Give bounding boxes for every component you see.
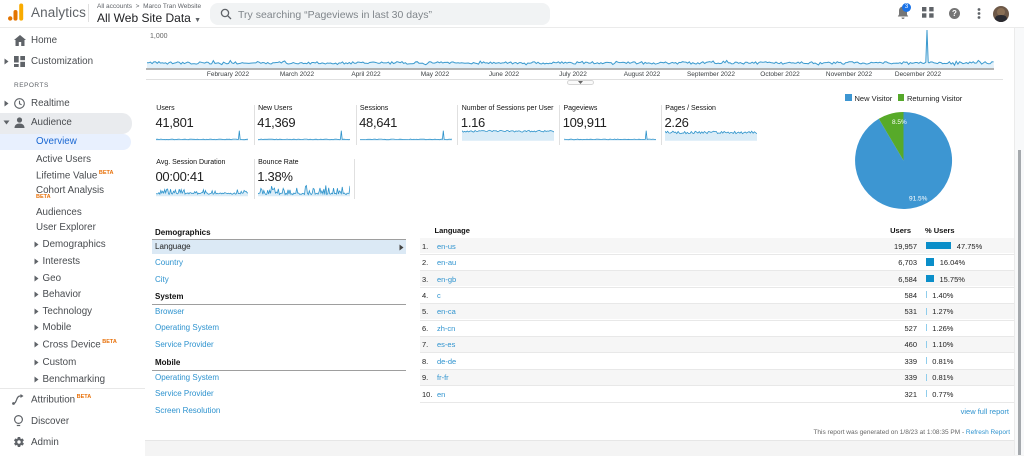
svg-text:91.5%: 91.5% xyxy=(909,196,928,203)
svg-text:8.5%: 8.5% xyxy=(892,119,907,126)
